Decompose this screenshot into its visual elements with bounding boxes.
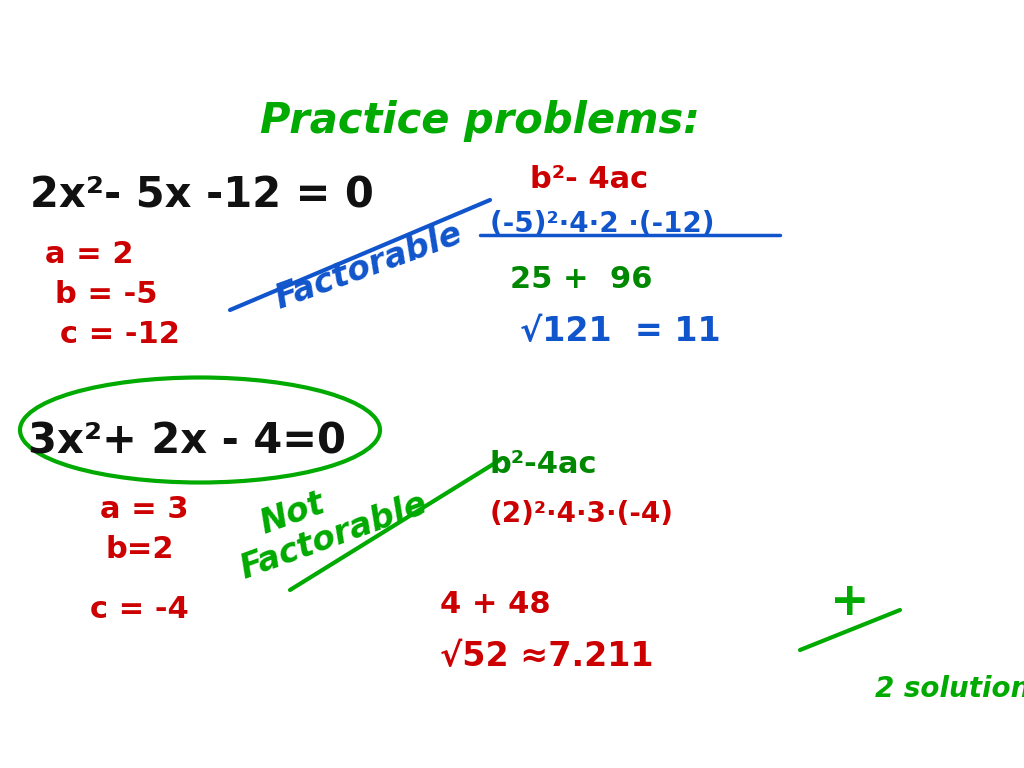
- Text: c = -12: c = -12: [60, 320, 180, 349]
- Text: Factorable: Factorable: [234, 488, 431, 586]
- Text: a = 3: a = 3: [100, 495, 188, 524]
- Text: Practice problems:: Practice problems:: [260, 100, 699, 142]
- Text: √52 ≈7.211: √52 ≈7.211: [440, 640, 653, 673]
- Text: Factorable: Factorable: [270, 217, 466, 316]
- Text: b = -5: b = -5: [55, 280, 158, 309]
- Text: a = 2: a = 2: [45, 240, 133, 269]
- Text: b²- 4ac: b²- 4ac: [530, 165, 648, 194]
- Text: +: +: [830, 580, 869, 625]
- Text: 3x²+ 2x - 4=0: 3x²+ 2x - 4=0: [28, 420, 346, 462]
- Text: b=2: b=2: [105, 535, 173, 564]
- Text: (-5)²·4·2 ·(-12): (-5)²·4·2 ·(-12): [490, 210, 715, 238]
- Text: √121  = 11: √121 = 11: [520, 315, 721, 348]
- Text: 2 solutions: 2 solutions: [874, 675, 1024, 703]
- Text: b²-4ac: b²-4ac: [490, 450, 597, 479]
- Text: (2)²·4·3·(-4): (2)²·4·3·(-4): [490, 500, 674, 528]
- Text: 2x²- 5x -12 = 0: 2x²- 5x -12 = 0: [30, 175, 374, 217]
- Text: 4 + 48: 4 + 48: [440, 590, 551, 619]
- Text: c = -4: c = -4: [90, 595, 188, 624]
- Text: Not: Not: [255, 487, 329, 541]
- Text: 25 +  96: 25 + 96: [510, 265, 652, 294]
